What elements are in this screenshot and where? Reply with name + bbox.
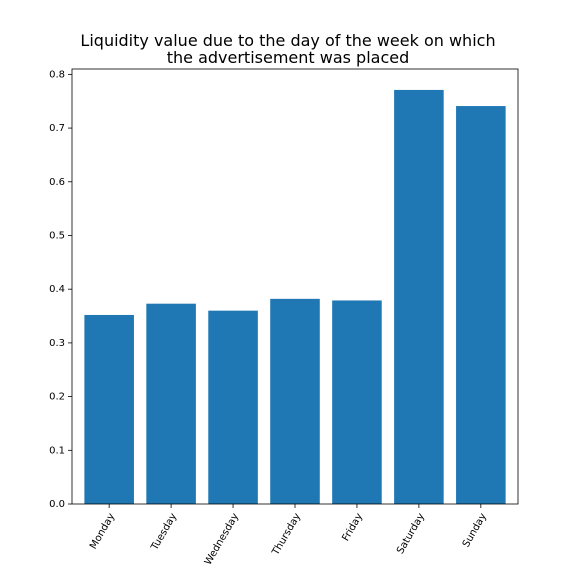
x-tick-label: Tuesday — [149, 511, 179, 553]
x-tick-label: Saturday — [395, 511, 427, 556]
y-tick-label: 0.0 — [49, 499, 65, 510]
bar-monday — [84, 314, 134, 504]
x-tick-label: Wednesday — [203, 511, 242, 567]
y-tick-label: 0.6 — [49, 177, 65, 188]
y-tick-label: 0.5 — [49, 230, 65, 241]
bar-thursday — [270, 298, 320, 504]
x-axis: Monday Tuesday Wednesday Thursday Friday Satu… — [88, 504, 489, 567]
bar-sunday — [456, 106, 506, 504]
chart-title-line-1: Liquidity value due to the day of the we… — [80, 31, 496, 50]
plot-frame — [71, 68, 519, 505]
bar-friday — [332, 300, 382, 504]
y-tick-label: 0.8 — [49, 69, 65, 80]
y-tick-label: 0.2 — [49, 392, 65, 403]
y-tick-label: 0.7 — [49, 123, 65, 134]
bar-tuesday — [146, 303, 196, 504]
y-tick-label: 0.1 — [49, 445, 65, 456]
bar-wednesday — [208, 310, 258, 504]
y-axis: 0.0 0.1 0.2 0.3 0.4 0.5 0.6 0.7 0.8 — [49, 69, 72, 510]
y-tick-label: 0.3 — [49, 338, 65, 349]
chart-title-line-2: the advertisement was placed — [166, 48, 410, 67]
x-tick-label: Monday — [88, 511, 117, 551]
y-tick-label: 0.4 — [49, 284, 65, 295]
x-tick-label: Friday — [340, 511, 365, 543]
x-tick-label: Sunday — [461, 511, 489, 549]
bar-saturday — [394, 89, 444, 504]
bars-layer — [84, 89, 506, 504]
x-tick-label: Thursday — [270, 511, 303, 558]
